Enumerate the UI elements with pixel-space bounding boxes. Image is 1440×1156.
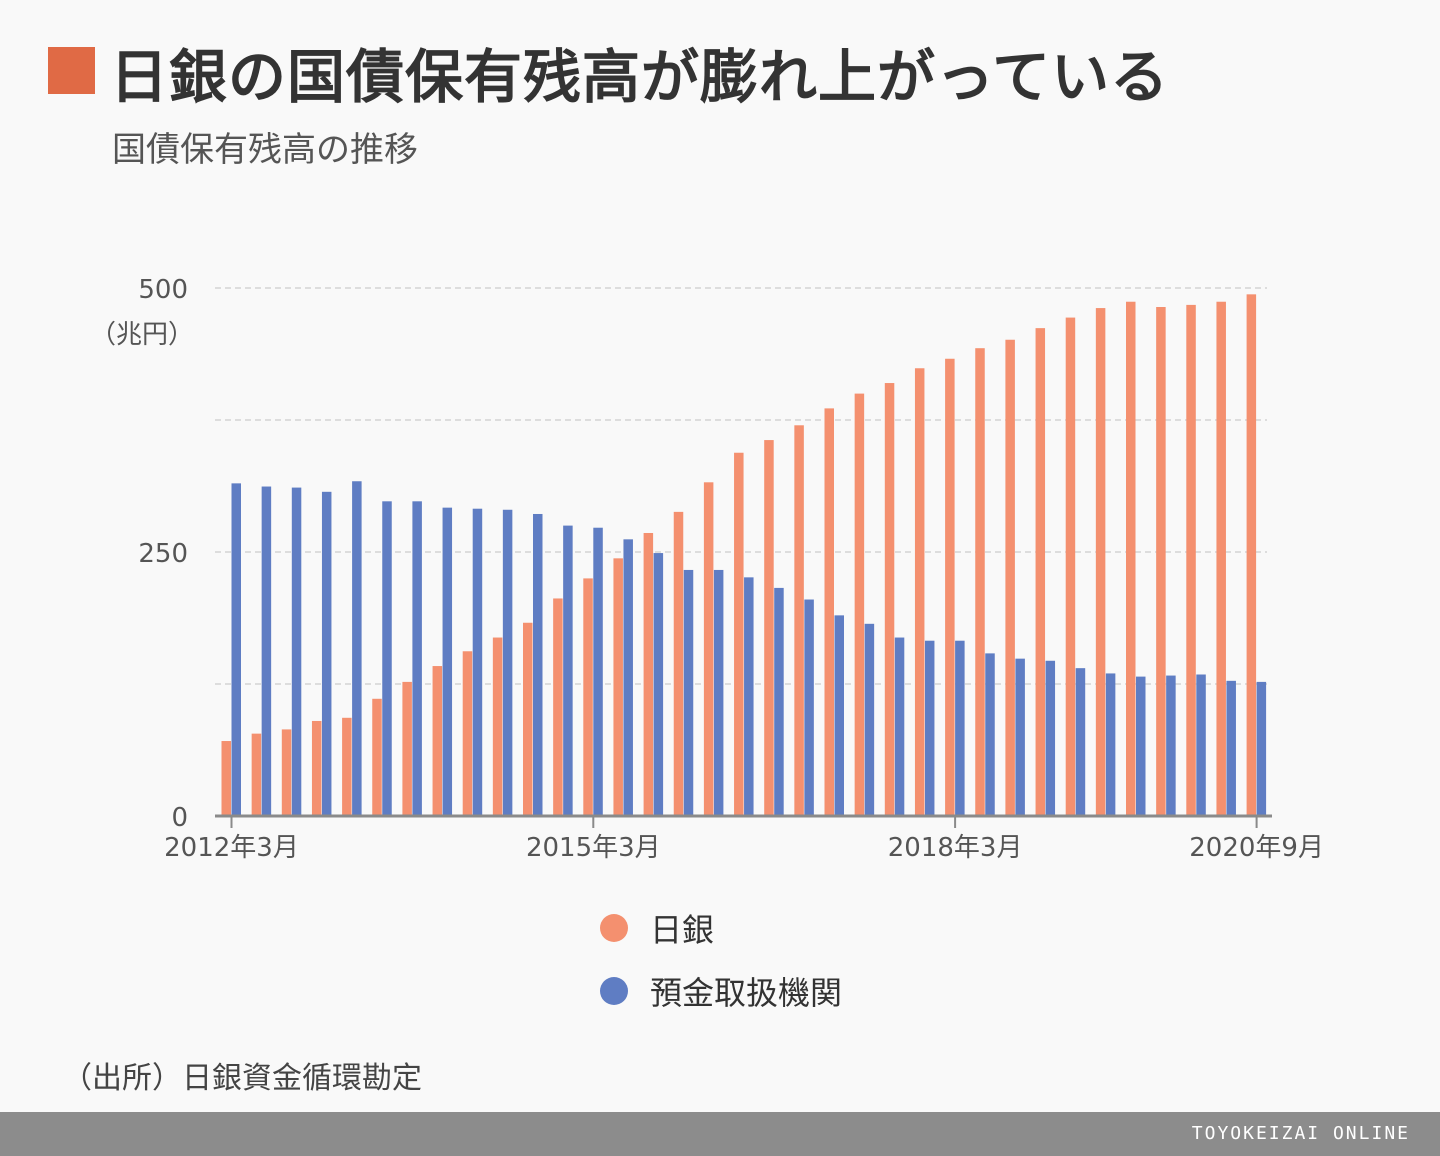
bar-banks xyxy=(744,577,754,816)
bar-boj xyxy=(281,729,292,816)
bar-boj xyxy=(824,408,834,816)
bar-boj xyxy=(372,698,382,816)
y-tick-label: 500 xyxy=(138,275,188,305)
bar-banks xyxy=(1166,675,1176,816)
bar-boj xyxy=(311,720,322,816)
bar-banks xyxy=(261,486,272,816)
bar-banks xyxy=(412,501,422,816)
bar-chart: 0 250 500 （兆円） 2012年3月 2015年3月 2018年3月 2020年9月 xyxy=(90,275,1324,863)
bar-banks xyxy=(352,481,362,816)
bar-banks xyxy=(502,509,513,816)
bar-banks xyxy=(804,599,814,816)
bar-boj xyxy=(1246,294,1257,816)
bar-boj xyxy=(1005,339,1015,816)
bar-banks xyxy=(382,501,392,816)
bar-boj xyxy=(402,681,412,816)
bar-boj xyxy=(734,452,744,816)
page-title: 日銀の国債保有残高が膨れ上がっている xyxy=(110,43,1170,111)
bar-banks xyxy=(1196,674,1206,816)
bar-boj xyxy=(462,651,473,816)
bar-boj xyxy=(583,578,593,816)
bar-banks xyxy=(955,640,965,816)
bar-banks xyxy=(1075,668,1086,816)
bar-boj xyxy=(221,741,231,816)
bar-banks xyxy=(1045,660,1056,816)
bar-banks xyxy=(442,507,453,816)
legend-item-boj: 日銀 xyxy=(600,905,714,951)
bar-boj xyxy=(553,598,563,816)
bar-boj xyxy=(643,532,654,816)
bar-boj xyxy=(854,393,865,816)
bar-boj xyxy=(1216,301,1226,816)
bar-boj xyxy=(1156,307,1166,816)
bar-banks xyxy=(533,513,543,816)
bar-boj xyxy=(794,425,804,816)
bar-boj xyxy=(492,637,503,816)
bar-boj xyxy=(1035,328,1046,816)
bar-banks xyxy=(834,615,844,816)
bar-boj xyxy=(914,368,925,816)
bar-banks xyxy=(924,640,935,816)
bar-banks xyxy=(1136,676,1146,816)
bar-banks xyxy=(683,569,694,816)
bar-banks xyxy=(653,553,664,816)
bar-banks xyxy=(231,483,241,816)
bar-boj xyxy=(251,733,262,816)
y-axis-unit: （兆円） xyxy=(90,320,194,350)
source-note: （出所）日銀資金循環勘定 xyxy=(62,1061,422,1096)
bar-boj xyxy=(884,383,895,816)
bar-banks xyxy=(472,508,483,816)
bar-boj xyxy=(1126,301,1136,816)
bar-banks xyxy=(713,569,724,816)
title-marker xyxy=(48,47,95,94)
bar-boj xyxy=(1186,304,1196,816)
bar-boj xyxy=(673,511,684,816)
legend-swatch-boj xyxy=(600,914,628,942)
bar-banks xyxy=(1105,673,1116,816)
bar-banks xyxy=(1256,681,1267,816)
legend-item-banks: 預金取扱機関 xyxy=(600,968,842,1014)
bar-boj xyxy=(764,440,774,816)
footer-bar: TOYOKEIZAI ONLINE xyxy=(0,1112,1440,1156)
x-tick-label: 2015年3月 xyxy=(526,833,661,863)
chart-subtitle: 国債保有残高の推移 xyxy=(112,130,418,170)
bar-banks xyxy=(1226,680,1236,816)
x-tick-label: 2020年9月 xyxy=(1189,833,1324,863)
y-tick-label: 250 xyxy=(138,539,188,569)
bar-boj xyxy=(975,348,985,816)
bar-banks xyxy=(593,527,603,816)
bar-boj xyxy=(703,482,714,816)
x-tick-label: 2012年3月 xyxy=(164,833,299,863)
legend-label-boj: 日銀 xyxy=(650,911,715,949)
legend-swatch-banks xyxy=(600,977,628,1005)
bar-boj xyxy=(945,358,955,816)
bar-banks xyxy=(321,491,332,816)
brand-label: TOYOKEIZAI ONLINE xyxy=(1191,1123,1410,1144)
bar-banks xyxy=(291,487,302,816)
bar-banks xyxy=(864,623,875,816)
bar-banks xyxy=(894,637,905,816)
x-tick-label: 2018年3月 xyxy=(888,833,1023,863)
bar-boj xyxy=(1095,308,1106,816)
bar-banks xyxy=(623,539,633,816)
y-tick-label: 0 xyxy=(171,803,188,833)
bar-banks xyxy=(985,653,995,816)
legend-label-banks: 預金取扱機関 xyxy=(650,974,843,1012)
bar-boj xyxy=(432,666,443,816)
bar-banks xyxy=(774,587,784,816)
bar-boj xyxy=(342,717,352,816)
bar-boj xyxy=(1065,317,1076,816)
bar-banks xyxy=(1015,658,1025,816)
bar-banks xyxy=(563,525,573,816)
bar-boj xyxy=(613,558,623,816)
bar-boj xyxy=(523,622,533,816)
